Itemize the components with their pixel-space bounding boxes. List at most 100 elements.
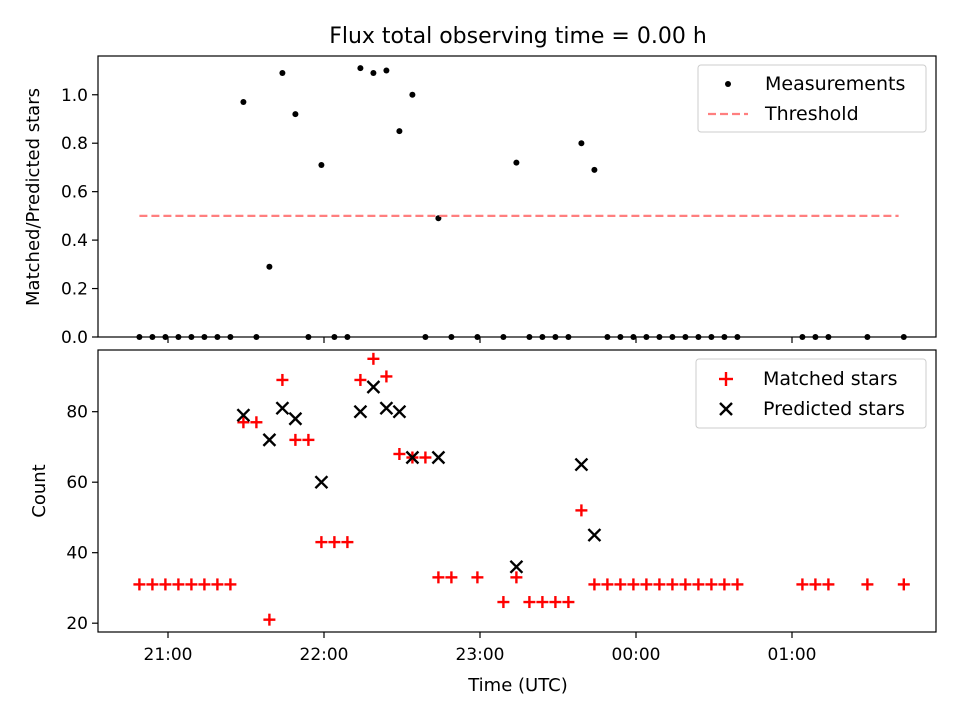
count-legend: Matched stars Predicted stars bbox=[695, 358, 927, 429]
matched-stars-point bbox=[445, 571, 458, 584]
matched-stars-point bbox=[341, 536, 354, 549]
matched-stars-point bbox=[471, 571, 484, 584]
legend-label-measurements: Measurements bbox=[765, 73, 905, 95]
matched-stars-point bbox=[601, 578, 614, 591]
matched-stars-point bbox=[393, 447, 406, 460]
predicted-stars-point bbox=[275, 401, 290, 416]
measurements-point bbox=[370, 69, 377, 76]
measurements-point bbox=[396, 128, 403, 135]
y-tick-label: 0.2 bbox=[61, 280, 88, 300]
measurements-point bbox=[357, 65, 364, 72]
measurements-point bbox=[240, 99, 247, 106]
predicted-stars-point bbox=[574, 457, 589, 472]
predicted-stars-point bbox=[405, 450, 420, 465]
matched-stars-point bbox=[705, 578, 718, 591]
matched-stars-point bbox=[263, 613, 276, 626]
ratio-panel: 0.0 0.2 0.4 0.6 0.8 1.0 Matched/Predicted sta… bbox=[23, 55, 937, 348]
measurements-point bbox=[591, 166, 598, 173]
measurements-point bbox=[409, 91, 416, 98]
x-tick-label: 21:00 bbox=[144, 645, 193, 665]
predicted-stars-point bbox=[353, 404, 368, 419]
legend-marker-measurements bbox=[725, 81, 731, 87]
measurements-point bbox=[292, 111, 299, 118]
matched-stars-point bbox=[146, 578, 159, 591]
predicted-stars-point bbox=[431, 450, 446, 465]
matched-stars-point bbox=[861, 578, 874, 591]
y-tick-label: 60 bbox=[66, 473, 88, 493]
ratio-plot-frame bbox=[97, 55, 937, 338]
matched-stars-point bbox=[289, 433, 302, 446]
legend-label-threshold: Threshold bbox=[764, 103, 859, 125]
matched-stars-point bbox=[497, 596, 510, 609]
count-panel: 20 40 60 80 21:00 22:00 23:00 00:00 01:00 Count… bbox=[29, 349, 937, 696]
matched-stars-point bbox=[588, 578, 601, 591]
y-tick-label: 0.6 bbox=[61, 183, 88, 203]
matched-stars-point bbox=[419, 451, 432, 464]
count-legend-box bbox=[695, 358, 927, 429]
count-y-axis-label: Count bbox=[29, 464, 50, 517]
ratio-legend-box bbox=[697, 64, 927, 133]
matched-stars-point bbox=[133, 578, 146, 591]
matched-stars-point bbox=[159, 578, 172, 591]
matched-stars-point bbox=[666, 578, 679, 591]
matched-stars-point bbox=[198, 578, 211, 591]
measurements-point bbox=[578, 140, 585, 147]
matched-stars-point bbox=[679, 578, 692, 591]
matched-stars-point bbox=[237, 416, 250, 429]
matched-stars-point bbox=[380, 370, 393, 383]
legend-label-predicted-stars: Predicted stars bbox=[763, 398, 905, 420]
matched-stars-point bbox=[367, 352, 380, 365]
measurements-point bbox=[318, 162, 325, 169]
legend-marker-predicted-stars bbox=[719, 402, 733, 416]
y-tick-label: 0.0 bbox=[61, 328, 88, 348]
matched-stars-point bbox=[185, 578, 198, 591]
matched-stars-point bbox=[822, 578, 835, 591]
matched-stars-point bbox=[354, 373, 367, 386]
matched-stars-point bbox=[614, 578, 627, 591]
matched-stars-point bbox=[523, 596, 536, 609]
matched-stars-point bbox=[549, 596, 562, 609]
matched-stars-point bbox=[432, 571, 445, 584]
y-tick-label: 0.4 bbox=[61, 231, 88, 251]
y-tick-label: 80 bbox=[66, 403, 88, 423]
predicted-stars-point bbox=[262, 433, 277, 447]
matched-stars-point bbox=[276, 373, 289, 386]
matched-stars-point bbox=[315, 536, 328, 549]
matched-stars-point bbox=[536, 596, 549, 609]
measurements-point bbox=[266, 263, 273, 270]
predicted-stars-point bbox=[288, 411, 303, 426]
predicted-stars-point bbox=[314, 475, 329, 490]
matched-stars-point bbox=[796, 578, 809, 591]
matched-stars-point bbox=[809, 578, 822, 591]
predicted-stars-point bbox=[236, 408, 251, 423]
x-tick-label: 00:00 bbox=[612, 645, 661, 665]
ratio-legend: Measurements Threshold bbox=[697, 64, 927, 133]
x-tick-label: 01:00 bbox=[768, 645, 817, 665]
matched-stars-point bbox=[250, 416, 263, 429]
matched-stars-point bbox=[718, 578, 731, 591]
legend-marker-matched-stars bbox=[719, 372, 733, 386]
matched-stars-point bbox=[211, 578, 224, 591]
matched-stars-point bbox=[575, 504, 588, 517]
predicted-stars-point bbox=[509, 559, 524, 574]
x-tick-label: 23:00 bbox=[456, 645, 505, 665]
matched-stars-point bbox=[640, 578, 653, 591]
matched-stars-point bbox=[692, 578, 705, 591]
legend-label-matched-stars: Matched stars bbox=[763, 368, 897, 390]
x-tick-label: 22:00 bbox=[300, 645, 349, 665]
measurements-point bbox=[279, 69, 286, 76]
y-tick-label: 40 bbox=[66, 544, 88, 564]
matched-stars-point bbox=[172, 578, 185, 591]
measurements-point bbox=[513, 159, 520, 166]
matched-stars-point bbox=[224, 578, 237, 591]
measurements-point bbox=[383, 67, 390, 74]
predicted-stars-point bbox=[379, 401, 394, 416]
matched-stars-point bbox=[328, 536, 341, 549]
y-tick-label: 0.8 bbox=[61, 134, 88, 154]
matched-stars-point bbox=[897, 578, 910, 591]
y-tick-label: 20 bbox=[66, 614, 88, 634]
y-tick-label: 1.0 bbox=[61, 86, 88, 106]
matched-stars-point bbox=[302, 433, 315, 446]
predicted-stars-point bbox=[366, 380, 381, 394]
